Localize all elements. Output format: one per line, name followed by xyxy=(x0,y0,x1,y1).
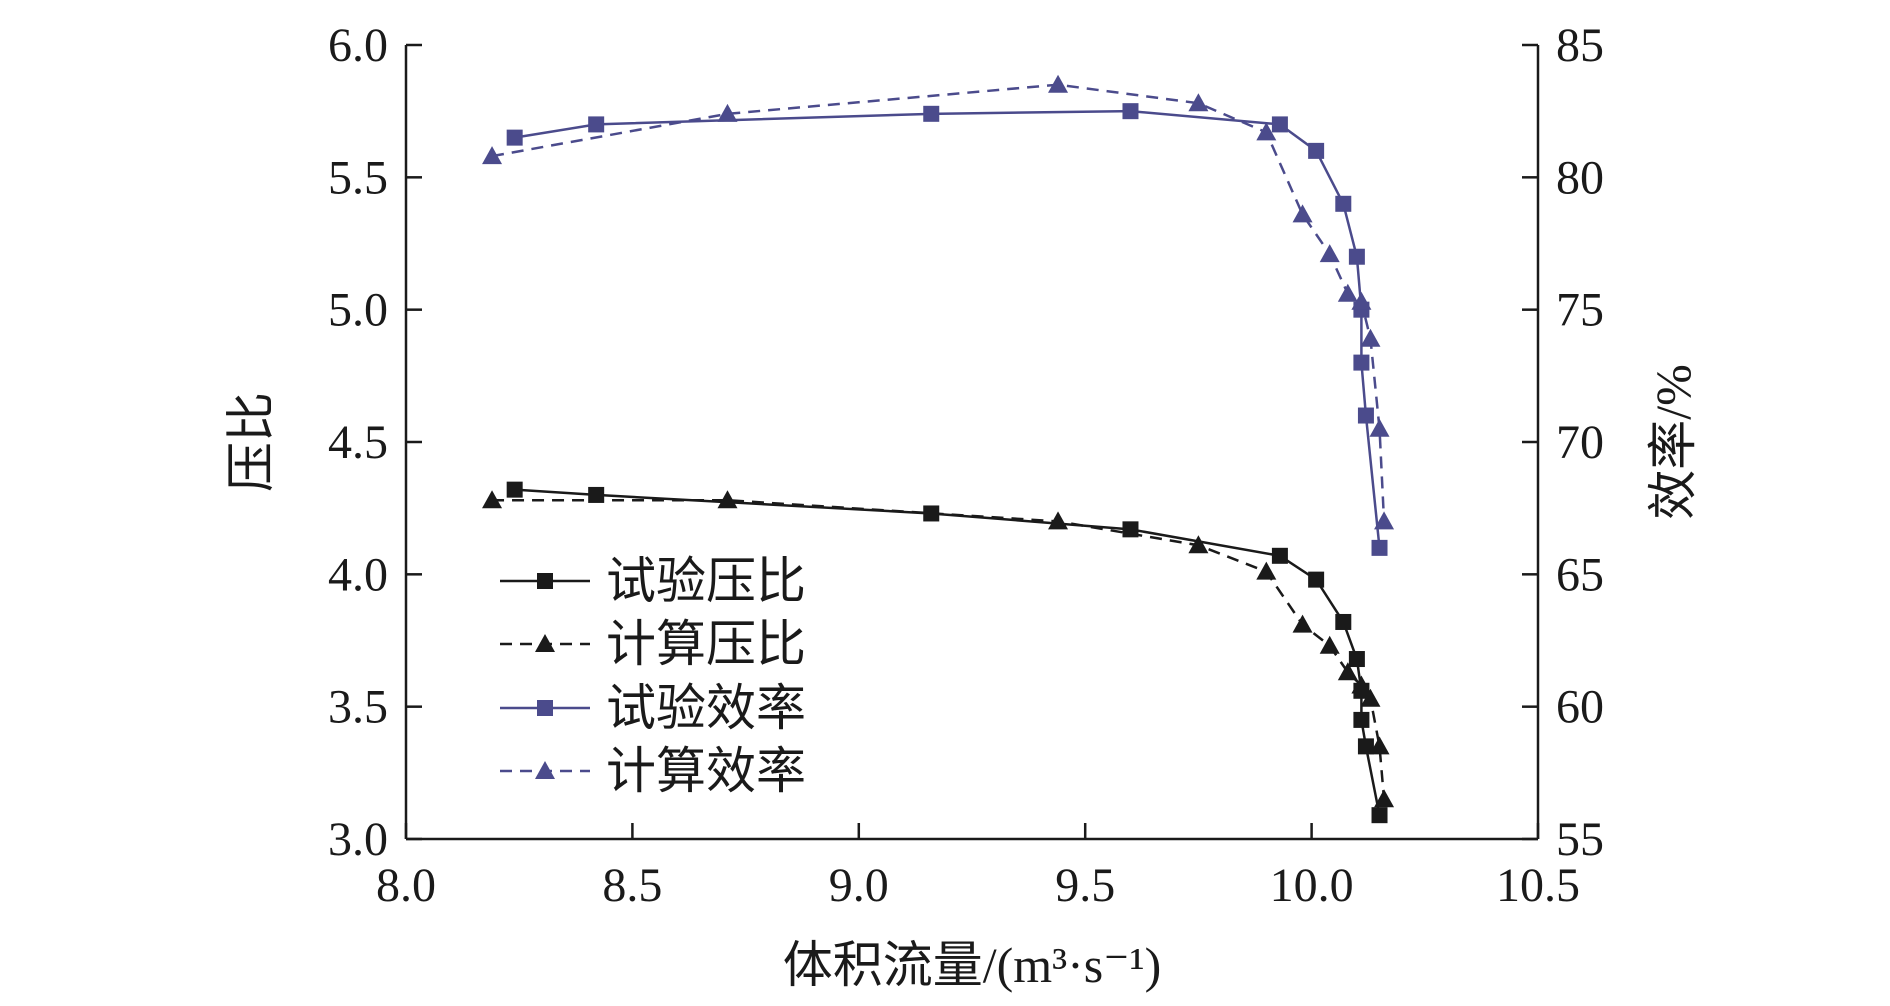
series-1-point xyxy=(1335,613,1352,630)
series-2-point xyxy=(1351,675,1372,694)
series-4 xyxy=(482,74,1395,530)
axes-layer: 8.0 8.5 9.0 9.5 10.0 10.5 3.0 3.5 4.0 4.5 5.0 5.5 6.… xyxy=(328,19,1604,912)
series-1-point xyxy=(1271,547,1288,564)
y-right-tick-label: 75 xyxy=(1556,284,1604,337)
y-left-tick-label: 5.0 xyxy=(328,284,388,337)
series-4-point xyxy=(1374,511,1395,530)
y-right-tick-label: 55 xyxy=(1556,813,1604,866)
legend-label: 计算效率 xyxy=(606,743,806,799)
y-axis-right-title: 效率/% xyxy=(1645,364,1701,520)
series-1-point xyxy=(1348,651,1365,668)
series-4-point xyxy=(1351,291,1372,310)
series-2-point xyxy=(482,490,503,509)
series-4-point xyxy=(1360,328,1381,347)
series-3-point xyxy=(923,105,940,122)
x-tick-label: 9.0 xyxy=(829,859,889,912)
series-4-point xyxy=(1319,244,1340,263)
series-2-point xyxy=(1048,511,1069,530)
legend-marker xyxy=(535,634,555,652)
series-3 xyxy=(506,103,1388,556)
legend-marker xyxy=(537,573,553,589)
series-1-point xyxy=(1371,807,1388,824)
x-axis-title: 体积流量/(m³·s⁻¹) xyxy=(783,937,1162,993)
x-tick-label: 8.5 xyxy=(602,859,662,912)
series-1-point xyxy=(923,505,940,522)
series-1-point xyxy=(588,486,605,503)
series-4-point xyxy=(482,146,503,165)
series-2-point xyxy=(1256,561,1277,580)
legend-item-3: 试验效率 xyxy=(500,680,806,736)
series-3-point xyxy=(1371,539,1388,556)
legend-label: 试验效率 xyxy=(606,680,806,736)
series-2-point xyxy=(1292,614,1313,633)
series-2-line xyxy=(492,498,1386,800)
legend-label: 试验压比 xyxy=(606,553,806,609)
legend-item-4: 计算效率 xyxy=(500,743,806,799)
legend-item-2: 计算压比 xyxy=(500,616,806,672)
y-left-tick-label: 4.0 xyxy=(328,548,388,601)
series-2-point xyxy=(717,490,738,509)
series-3-point xyxy=(1335,195,1352,212)
y-left-tick-label: 3.5 xyxy=(328,681,388,734)
legend-item-1: 试验压比 xyxy=(500,553,806,609)
series-4-point xyxy=(1256,122,1277,141)
x-tick-label: 9.5 xyxy=(1055,859,1115,912)
series-4-point xyxy=(1292,204,1313,223)
series-1-point xyxy=(1357,738,1374,755)
series-4-point xyxy=(1369,418,1390,437)
series-3-point xyxy=(506,129,523,146)
x-tick-label: 10.0 xyxy=(1270,859,1354,912)
series-2 xyxy=(482,490,1395,808)
series-3-point xyxy=(588,116,605,133)
y-left-tick-label: 5.5 xyxy=(328,151,388,204)
y-left-tick-label: 3.0 xyxy=(328,813,388,866)
y-right-tick-label: 65 xyxy=(1556,548,1604,601)
series-2-point xyxy=(1337,662,1358,681)
series-4-point xyxy=(717,103,738,122)
series-2-point xyxy=(1374,789,1395,808)
legend-label: 计算压比 xyxy=(606,616,806,672)
y-left-tick-label: 6.0 xyxy=(328,19,388,72)
series-4-point xyxy=(1188,93,1209,112)
legend-marker xyxy=(537,700,553,716)
series-3-line xyxy=(514,109,1381,548)
series-3-point xyxy=(1308,142,1325,159)
series-1-point xyxy=(506,481,523,498)
series-4-point xyxy=(1337,283,1358,302)
series-3-point xyxy=(1357,407,1374,424)
y-axis-left-title: 压比 xyxy=(223,392,279,492)
x-tick-label: 10.5 xyxy=(1496,859,1580,912)
x-tick-label: 8.0 xyxy=(376,859,436,912)
series-2-point xyxy=(1188,535,1209,554)
series-1-point xyxy=(1353,711,1370,728)
y-right-tick-label: 60 xyxy=(1556,681,1604,734)
y-right-tick-label: 80 xyxy=(1556,151,1604,204)
series-layer xyxy=(482,74,1395,824)
series-3-point xyxy=(1122,103,1139,120)
series-3-point xyxy=(1271,116,1288,133)
y-right-tick-label: 70 xyxy=(1556,416,1604,469)
series-2-point xyxy=(1319,635,1340,654)
series-4-line xyxy=(491,83,1386,522)
y-right-tick-label: 85 xyxy=(1556,19,1604,72)
series-4-point xyxy=(1048,74,1069,93)
series-2-point xyxy=(1369,736,1390,755)
series-2-point xyxy=(1360,688,1381,707)
series-3-point xyxy=(1348,248,1365,265)
y-left-tick-label: 4.5 xyxy=(328,416,388,469)
legend-marker xyxy=(535,761,555,779)
series-3-point xyxy=(1353,354,1370,371)
series-1-point xyxy=(1308,571,1325,588)
